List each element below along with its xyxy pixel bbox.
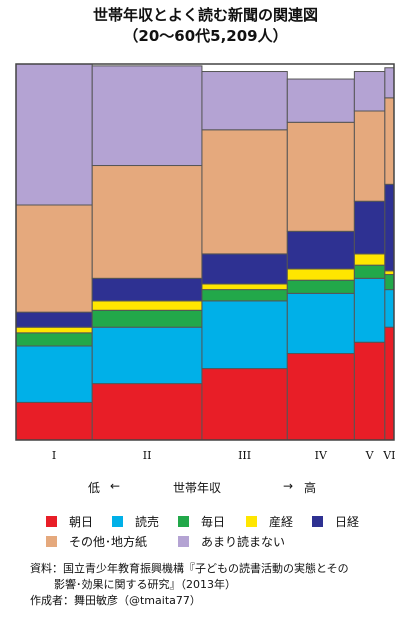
- legend-item-yomiuri: 読売: [112, 513, 159, 530]
- mosaic-cell-I-3: [15, 326, 93, 334]
- legend-label: 日経: [335, 515, 360, 529]
- author-line: 作成者：舞田敏彦（@tmaita77）: [30, 594, 201, 607]
- mosaic-cell-V-0: [353, 341, 386, 441]
- arrow-right-icon: →: [283, 479, 294, 493]
- legend-label: あまり読まない: [201, 535, 286, 549]
- mosaic-cell-VI-0: [384, 326, 395, 441]
- mosaic-cell-IV-2: [286, 279, 355, 294]
- mosaic-cell-II-0: [91, 383, 203, 441]
- plot-frame: [15, 63, 395, 441]
- mosaic-cell-IV-0: [286, 353, 355, 441]
- legend-swatch: [246, 516, 257, 527]
- mosaic-cell-V-4: [353, 200, 386, 255]
- legend-label: 読売: [135, 515, 160, 529]
- mosaic-cell-II-3: [91, 300, 203, 311]
- mosaic-cell-IV-4: [286, 230, 355, 270]
- mosaic-cell-V-2: [353, 264, 386, 279]
- legend-swatch: [178, 536, 189, 547]
- mosaic-cell-V-1: [353, 277, 386, 343]
- legend-item-nikkei: 日経: [312, 513, 359, 530]
- mosaic-cell-I-0: [15, 401, 93, 441]
- mosaic-cell-III-3: [201, 283, 288, 291]
- mosaic-cell-VI-1: [384, 289, 395, 328]
- legend-swatch: [112, 516, 123, 527]
- mosaic-cell-V-5: [353, 110, 386, 202]
- chart-subtitle: （20～60代5,209人）: [123, 27, 288, 45]
- mosaic-cell-I-4: [15, 311, 93, 328]
- mosaic-cell-VI-5: [384, 97, 395, 185]
- x-axis-label: 世帯年収: [173, 481, 222, 495]
- legend-item-asahi: 朝日: [46, 513, 93, 530]
- mosaic-cell-VI-3: [384, 270, 395, 276]
- x-tick-label: III: [238, 449, 252, 462]
- x-tick-label: II: [142, 449, 152, 462]
- legend-item-sankei: 産経: [246, 513, 293, 530]
- mosaic-cell-II-5: [91, 165, 203, 279]
- legend-label: 朝日: [69, 515, 94, 529]
- x-tick-label: VI: [383, 449, 396, 462]
- mosaic-cell-II-2: [91, 309, 203, 328]
- mosaic-cell-III-0: [201, 368, 288, 441]
- legend-swatch: [46, 516, 57, 527]
- legend-label: その他･地方紙: [69, 535, 148, 549]
- source-line-2: 影響･効果に関する研究』（2013年）: [54, 578, 236, 591]
- legend-swatch: [312, 516, 323, 527]
- legend-item-other: その他･地方紙: [46, 533, 147, 550]
- arrow-left-icon: ←: [110, 479, 121, 493]
- mosaic-cell-IV-6: [286, 78, 355, 123]
- mosaic-cell-I-6: [15, 63, 93, 206]
- mosaic-cell-II-4: [91, 277, 203, 302]
- mosaic-cell-IV-3: [286, 268, 355, 281]
- mosaic-cell-III-6: [201, 71, 288, 131]
- legend-item-rarely: あまり読まない: [178, 533, 285, 550]
- mosaic-cell-I-2: [15, 332, 93, 347]
- chart-title: 世帯年収とよく読む新聞の関連図: [92, 6, 318, 24]
- x-tick-label: I: [51, 449, 57, 462]
- mosaic-cell-II-6: [91, 65, 203, 167]
- legend-swatch: [46, 536, 57, 547]
- mosaic-cell-VI-4: [384, 183, 395, 272]
- legend-label: 毎日: [201, 515, 226, 529]
- mosaic-cell-III-2: [201, 289, 288, 302]
- x-tick-label: IV: [314, 449, 327, 462]
- mosaic-cell-V-3: [353, 253, 386, 266]
- mosaic-cell-I-5: [15, 204, 93, 313]
- legend-swatch: [178, 516, 189, 527]
- mosaic-cell-IV-5: [286, 121, 355, 232]
- x-low-label: 低: [88, 481, 101, 495]
- source-line-1: 資料：国立青少年教育振興機構『子どもの読書活動の実態とその: [30, 562, 349, 575]
- mosaic-cell-I-1: [15, 345, 93, 403]
- mosaic-cell-V-6: [353, 71, 386, 112]
- legend-label: 産経: [269, 515, 294, 529]
- mosaic-cell-IV-1: [286, 292, 355, 355]
- mosaic-cell-III-1: [201, 300, 288, 370]
- legend-item-mainichi: 毎日: [178, 513, 225, 530]
- x-tick-label: V: [365, 449, 374, 462]
- mosaic-cell-II-1: [91, 326, 203, 385]
- mosaic-cell-VI-6: [384, 67, 395, 99]
- mosaic-cell-VI-2: [384, 274, 395, 291]
- mosaic-cell-III-5: [201, 129, 288, 255]
- x-high-label: 高: [304, 481, 317, 495]
- mosaic-cell-III-4: [201, 253, 288, 285]
